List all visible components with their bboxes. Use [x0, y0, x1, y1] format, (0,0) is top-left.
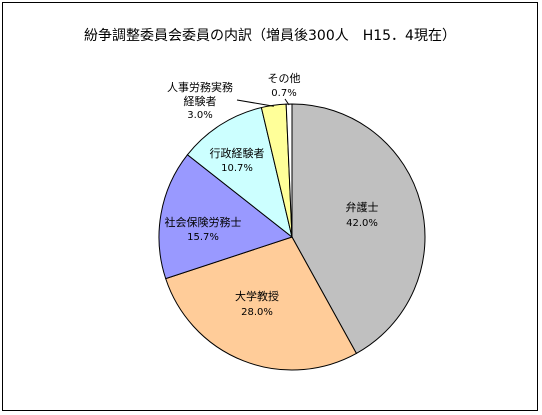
slice-label-professor: 大学教授	[235, 289, 279, 303]
pie-slice-labor-consultant	[158, 154, 294, 280]
slice-pct-professor: 28.0%	[241, 307, 273, 318]
slice-pct-other: 0.7%	[271, 88, 296, 99]
slice-label-labor-consultant: 社会保険労務士	[165, 215, 242, 229]
slice-pct-lawyer: 42.0%	[346, 218, 378, 229]
slice-label-hr-practitioner-line1: 人事労務実務	[167, 80, 233, 94]
slice-label-hr-practitioner-line2: 経験者	[184, 94, 217, 108]
slice-label-lawyer: 弁護士	[346, 200, 379, 214]
slice-pct-admin-experience: 10.7%	[221, 163, 253, 174]
leader-line-hr-practitioner	[236, 99, 274, 107]
pie-slice-admin-experience	[186, 106, 293, 239]
pie-slice-professor	[165, 236, 358, 371]
pie-slice-other	[285, 103, 293, 238]
slice-label-admin-experience: 行政経験者	[210, 146, 265, 160]
slice-pct-hr-practitioner: 3.0%	[187, 110, 212, 121]
pie-slice-lawyer	[291, 103, 426, 355]
slice-pct-labor-consultant: 15.7%	[187, 232, 219, 243]
chart-title: 紛争調整委員会委員の内訳（増員後300人 H15．4現在）	[84, 28, 456, 44]
slice-label-other: その他	[268, 72, 301, 85]
leader-line-other	[284, 98, 290, 106]
